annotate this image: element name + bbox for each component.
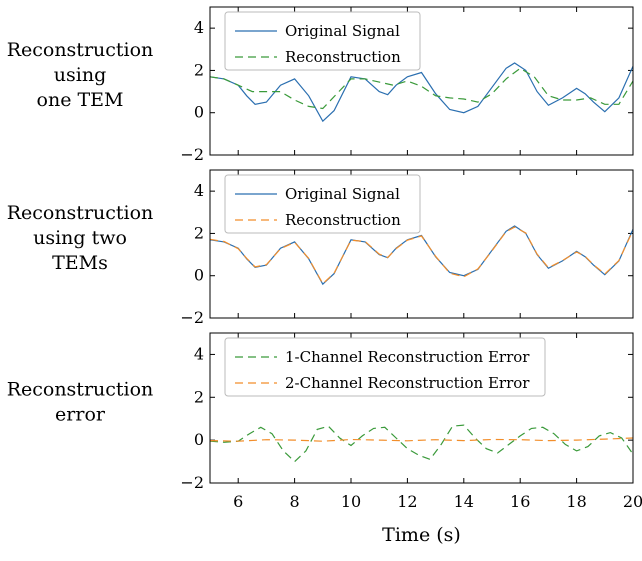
legend-label: 1-Channel Reconstruction Error xyxy=(285,348,530,366)
x-tick-label: 8 xyxy=(290,492,300,511)
series-line-original-signal xyxy=(210,62,633,123)
row-label-line: one TEM xyxy=(37,89,124,111)
legend: 1-Channel Reconstruction Error 2-Channel … xyxy=(224,337,546,397)
y-tick-label: 4 xyxy=(194,344,204,363)
x-tick-label: 16 xyxy=(510,492,530,511)
legend-label: 2-Channel Reconstruction Error xyxy=(285,374,530,392)
row-label-line: Reconstruction xyxy=(7,379,154,401)
legend-box xyxy=(224,337,546,397)
y-tick-label: 2 xyxy=(194,387,204,406)
series-line-reconstruction xyxy=(210,424,633,463)
legend-box xyxy=(224,11,421,71)
legend-label: Reconstruction xyxy=(285,211,401,229)
axes-frame xyxy=(209,169,634,319)
x-tick-label: 14 xyxy=(454,492,474,511)
chart-panel-3: Reconstruction error −2 0 2 4 6 8 10 12 14 16 18 20 1-… xyxy=(7,332,642,546)
y-tick-label: −2 xyxy=(180,308,204,327)
legend-box xyxy=(224,174,421,234)
y-tick-label: 4 xyxy=(194,18,204,37)
legend-label: Original Signal xyxy=(285,22,400,40)
row-label-line: Reconstruction xyxy=(7,202,154,224)
row-label-line: error xyxy=(55,404,106,426)
series-line-original-signal xyxy=(210,225,633,286)
x-tick-label: 10 xyxy=(341,492,361,511)
axes-frame xyxy=(209,332,634,484)
y-tick-label: −2 xyxy=(180,473,204,492)
row-label-line: TEMs xyxy=(52,252,108,274)
legend: Original Signal Reconstruction xyxy=(224,174,421,234)
chart-panel-2: Reconstruction using two TEMs −2 0 2 4 Original… xyxy=(7,169,634,327)
y-tick-label: 4 xyxy=(194,181,204,200)
series-line-reconstruction xyxy=(210,226,633,285)
legend-label: Original Signal xyxy=(285,185,400,203)
y-tick-label: 2 xyxy=(194,223,204,242)
legend-label: Reconstruction xyxy=(285,48,401,66)
chart-panel-1: Reconstruction using one TEM −2 0 2 4 Original … xyxy=(7,6,634,164)
y-tick-label: −2 xyxy=(180,145,204,164)
x-tick-label: 18 xyxy=(566,492,586,511)
series-line-reconstruction xyxy=(210,67,633,110)
row-label-line: using xyxy=(54,64,106,86)
y-tick-label: 0 xyxy=(194,103,204,122)
x-tick-label: 6 xyxy=(233,492,243,511)
axes-frame xyxy=(209,6,634,156)
legend: Original Signal Reconstruction xyxy=(224,11,421,71)
x-tick-label: 20 xyxy=(623,492,642,511)
x-axis-label: Time (s) xyxy=(382,524,461,546)
row-label-line: using two xyxy=(33,227,127,249)
y-tick-label: 2 xyxy=(194,60,204,79)
y-tick-label: 0 xyxy=(194,266,204,285)
row-label-line: Reconstruction xyxy=(7,39,154,61)
y-tick-label: 0 xyxy=(194,430,204,449)
series-line-reconstruction xyxy=(210,437,633,442)
x-tick-label: 12 xyxy=(397,492,417,511)
